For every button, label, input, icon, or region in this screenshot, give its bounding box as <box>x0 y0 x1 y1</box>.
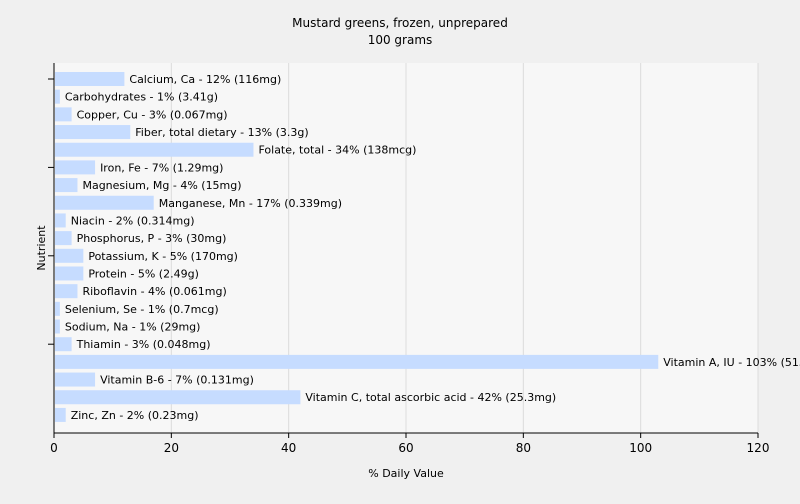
bar <box>55 266 84 281</box>
y-axis-label: Nutrient <box>35 225 48 271</box>
bar <box>55 125 131 140</box>
x-tick-label: 120 <box>747 441 770 455</box>
bar-label: Zinc, Zn - 2% (0.23mg) <box>71 409 199 422</box>
bar-label: Vitamin B-6 - 7% (0.131mg) <box>100 374 254 387</box>
bar-label: Riboflavin - 4% (0.061mg) <box>82 285 226 298</box>
bar-label: Manganese, Mn - 17% (0.339mg) <box>159 197 342 210</box>
bar-label: Vitamin A, IU - 103% (5155IU) <box>663 356 800 369</box>
bar-label: Vitamin C, total ascorbic acid - 42% (25… <box>305 391 556 404</box>
bar <box>55 319 60 334</box>
bar-label: Folate, total - 34% (138mcg) <box>258 144 416 157</box>
chart-subtitle: 100 grams <box>368 33 433 47</box>
bar <box>55 142 254 157</box>
bar-label: Calcium, Ca - 12% (116mg) <box>129 73 281 86</box>
plot-area: Calcium, Ca - 12% (116mg) Carbohydrates -… <box>48 63 800 455</box>
x-tick-label: 20 <box>164 441 179 455</box>
x-tick-label: 80 <box>516 441 531 455</box>
x-axis-label: % Daily Value <box>368 467 444 480</box>
x-tick-label: 40 <box>281 441 296 455</box>
bar <box>55 231 72 246</box>
bar-label: Iron, Fe - 7% (1.29mg) <box>100 161 223 174</box>
bar <box>55 390 301 405</box>
chart-title: Mustard greens, frozen, unprepared <box>292 16 508 30</box>
bar-label: Magnesium, Mg - 4% (15mg) <box>82 179 241 192</box>
x-tick-label: 60 <box>398 441 413 455</box>
bar <box>55 89 60 104</box>
bar-label: Phosphorus, P - 3% (30mg) <box>77 232 227 245</box>
bar-label: Sodium, Na - 1% (29mg) <box>65 321 201 334</box>
bar-label: Protein - 5% (2.49g) <box>88 267 199 280</box>
bar-label: Thiamin - 3% (0.048mg) <box>76 338 211 351</box>
bar <box>55 213 66 228</box>
bar <box>55 160 96 175</box>
x-tick-label: 0 <box>50 441 58 455</box>
bar <box>55 354 659 369</box>
bar-label: Copper, Cu - 3% (0.067mg) <box>77 108 228 121</box>
bar-label: Potassium, K - 5% (170mg) <box>88 250 238 263</box>
bar <box>55 195 154 210</box>
bar <box>55 248 84 263</box>
bar-label: Fiber, total dietary - 13% (3.3g) <box>135 126 308 139</box>
bar <box>55 72 125 86</box>
bar <box>55 301 60 316</box>
bar <box>55 284 78 299</box>
bar-label: Carbohydrates - 1% (3.41g) <box>65 91 218 104</box>
bar-label: Selenium, Se - 1% (0.7mcg) <box>65 303 219 316</box>
bar <box>55 107 72 122</box>
bar <box>55 337 72 352</box>
bar <box>55 407 66 422</box>
x-tick-label: 100 <box>629 441 652 455</box>
bar <box>55 372 96 387</box>
bar <box>55 178 78 193</box>
bar-label: Niacin - 2% (0.314mg) <box>71 214 195 227</box>
